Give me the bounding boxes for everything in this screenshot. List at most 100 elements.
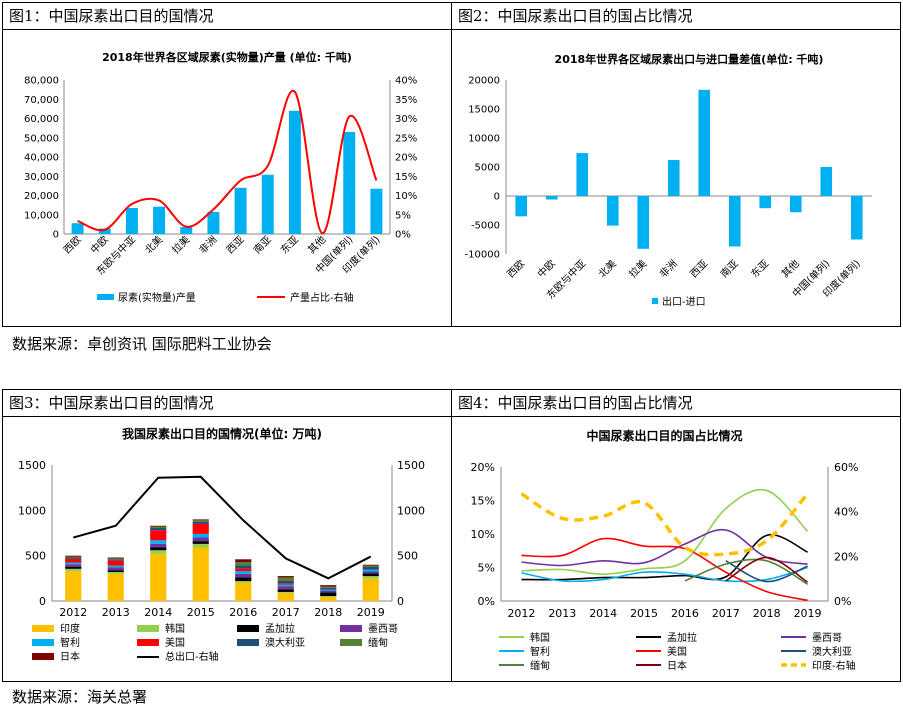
y-tick-label: -5000 xyxy=(471,221,500,232)
bar-segment xyxy=(235,577,252,582)
legend-label: 总出口-右轴 xyxy=(165,650,219,663)
y-tick-label: 1000 xyxy=(18,504,46,517)
y2-tick-label: 0 xyxy=(397,595,404,608)
bar-segment xyxy=(65,564,82,567)
x-tick-label: 西亚 xyxy=(225,234,247,256)
legend-label: 墨西哥 xyxy=(368,623,398,635)
bar-segment xyxy=(362,567,379,570)
bar-segment xyxy=(150,526,167,529)
x-tick-label: 2018 xyxy=(314,606,342,619)
bar-production xyxy=(234,187,247,234)
bar-segment xyxy=(235,581,252,583)
x-tick-label: 东亚 xyxy=(278,233,301,256)
x-tick-label: 2013 xyxy=(548,607,576,620)
bar-segment xyxy=(235,571,252,574)
legend-label: 孟加拉 xyxy=(265,622,295,635)
bar-segment xyxy=(107,565,124,568)
y-tick-label: 60,000 xyxy=(24,114,59,125)
chart-fig3: 我国尿素出口目的国情况(单位: 万吨) 0 500 1000 1500 0 500 1000 1… xyxy=(18,426,425,663)
legend-swatch xyxy=(340,639,362,646)
legend-label-bar: 尿素(实物量)产量 xyxy=(118,291,196,304)
y2-tick-label: 10% xyxy=(395,191,417,202)
bar-segment xyxy=(107,570,124,572)
bar-segment xyxy=(192,533,209,538)
bar-production xyxy=(370,188,383,234)
bar-net-export xyxy=(515,196,528,217)
bar-segment xyxy=(277,584,294,587)
y-tick-label: 0 xyxy=(494,192,500,203)
legend-label: 美国 xyxy=(165,636,185,649)
legend-label: 韩国 xyxy=(165,622,185,635)
bar-segment xyxy=(107,558,124,560)
bar-segment xyxy=(320,587,337,590)
panel-title-fig3: 图3：中国尿素出口目的国情况 xyxy=(3,390,451,417)
legend-swatch xyxy=(32,639,54,646)
legend-swatch xyxy=(237,625,259,632)
x-tick-label: 2013 xyxy=(102,606,130,619)
bar-net-export xyxy=(850,196,863,240)
series-line xyxy=(521,537,808,602)
legend-swatch xyxy=(137,639,159,646)
bar-segment xyxy=(150,525,167,527)
panel-fig3: 图3：中国尿素出口目的国情况 xyxy=(2,389,452,682)
legend-label: 韩国 xyxy=(530,631,550,644)
y-tick-label: 0% xyxy=(478,595,495,608)
bar-segment xyxy=(362,571,379,574)
series-line xyxy=(521,533,808,581)
bar-segment xyxy=(235,573,252,578)
y2-tick-label: 15% xyxy=(395,172,417,183)
chart-title: 2018年世界各区域尿素出口与进口量差值(单位: 千吨) xyxy=(555,52,824,66)
x-tick-label: 西欧 xyxy=(61,234,84,257)
bar-segment xyxy=(65,562,82,565)
x-tick-label: 南亚 xyxy=(718,257,741,280)
x-tick-label: 其他 xyxy=(305,233,328,256)
chart-fig1: 2018年世界各区域尿素(实物量)产量 (单位: 千吨) 0 10,000 20,00… xyxy=(24,50,417,304)
bar-production xyxy=(180,227,193,234)
x-tick-label: 非洲 xyxy=(657,258,680,281)
bar-net-export xyxy=(667,160,680,196)
x-tick-label: 拉美 xyxy=(626,257,649,280)
y-tick-label: 20000 xyxy=(468,76,500,87)
legend-swatch xyxy=(237,639,259,646)
bar-net-export xyxy=(698,89,711,196)
bar-segment xyxy=(320,590,337,593)
line-total xyxy=(72,475,372,580)
x-tick-label: 2015 xyxy=(630,607,658,620)
bar-segment xyxy=(235,582,252,601)
y-tick-label: 5% xyxy=(478,562,495,575)
y2-tick-label: 0% xyxy=(834,595,851,608)
y2-tick-label: 40% xyxy=(395,76,417,87)
legend-label: 智利 xyxy=(530,645,550,658)
legend-label: 日本 xyxy=(667,659,687,672)
x-tick-label: 2018 xyxy=(753,607,781,620)
y2-tick-label: 5% xyxy=(395,210,411,221)
panel-fig2: 图2：中国尿素出口目的国占比情况 xyxy=(451,2,901,327)
y-tick-label: 5000 xyxy=(475,163,500,174)
y2-tick-label: 500 xyxy=(397,550,418,563)
x-tick-label: 2014 xyxy=(589,607,617,620)
y2-tick-label: 60% xyxy=(834,461,858,474)
bar-segment xyxy=(320,592,337,597)
legend-label-line: 产量占比-右轴 xyxy=(290,291,354,304)
x-tick-label: 2017 xyxy=(712,607,740,620)
legend-swatch xyxy=(137,625,159,632)
panel-title-fig1: 图1：中国尿素出口目的国情况 xyxy=(3,3,451,30)
legend-swatch xyxy=(340,625,362,632)
series-line xyxy=(725,556,809,583)
x-tick-label: 其他 xyxy=(779,257,802,280)
x-tick-label: 中欧 xyxy=(535,257,558,280)
bar-segment xyxy=(192,521,209,524)
bar-segment xyxy=(107,560,124,566)
y-tick-label: 10% xyxy=(471,528,495,541)
legend-swatch xyxy=(32,625,54,632)
bar-segment xyxy=(277,583,294,585)
bar-segment xyxy=(65,568,82,572)
bar-segment xyxy=(362,565,379,567)
legend-label: 智利 xyxy=(60,636,80,649)
y-tick-label: 40,000 xyxy=(24,153,59,164)
bar-segment xyxy=(277,576,294,578)
x-tick-label: 2012 xyxy=(59,606,87,619)
bar-net-export xyxy=(820,167,833,196)
y2-tick-label: 1000 xyxy=(397,504,425,517)
bar-segment xyxy=(150,528,167,531)
